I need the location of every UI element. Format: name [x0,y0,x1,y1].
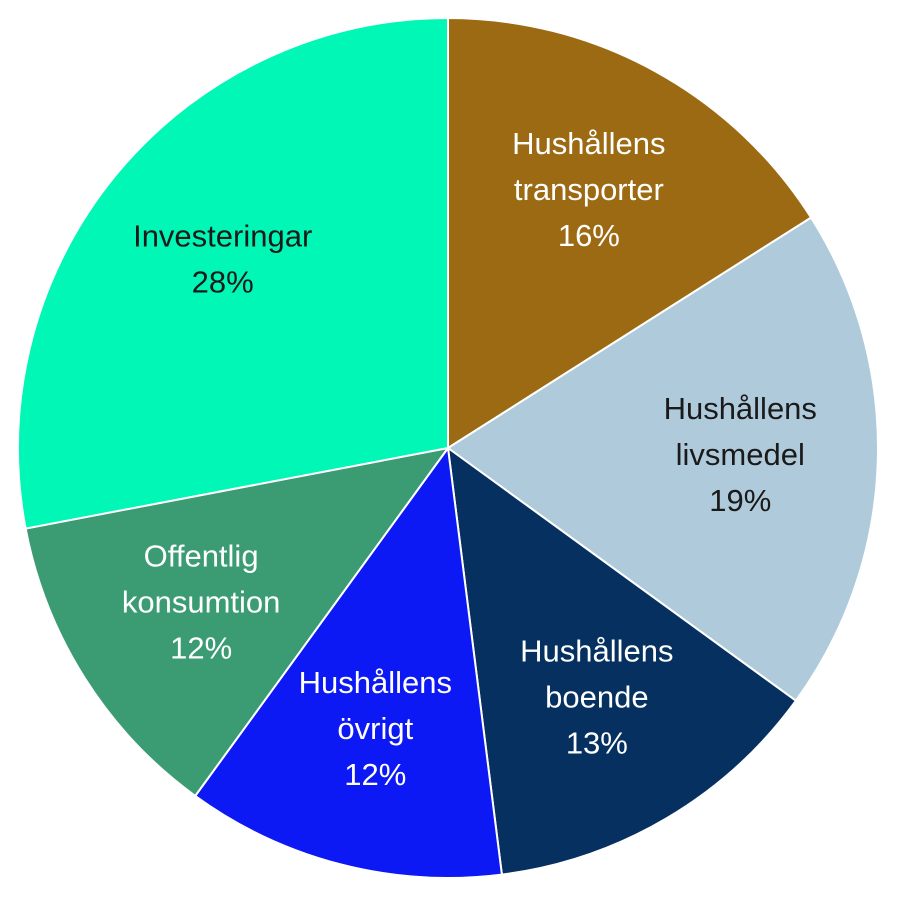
slice-category-label: livsmedel [676,437,805,472]
pie-slice-label-0: Hushållens transporter 16% [512,126,665,253]
pie-slice-2 [446,445,798,876]
slice-category-label: transporter [514,172,664,207]
slice-category-label: Hushållens [299,665,452,700]
slice-percent-label: 12% [170,631,232,666]
pie-slice-label-3: Hushållens övrigt 12% [299,665,452,792]
pie-slice-label-1: Hushållens livsmedel 19% [664,391,817,518]
pie-slices [17,16,879,879]
slice-category-label: Hushållens [664,391,817,426]
slice-percent-label: 19% [709,483,771,518]
slice-percent-label: 16% [558,218,620,253]
slice-category-label: Hushållens [520,634,673,669]
pie-slice-label-2: Hushållens boende 13% [520,634,673,761]
pie-slice-label-5: Investeringar 28% [133,219,312,300]
slice-category-label: Offentlig [144,539,259,574]
slice-percent-label: 13% [566,726,628,761]
pie-slice-4 [24,446,451,798]
slice-category-label: Investeringar [133,219,312,254]
slice-category-label: övrigt [337,711,413,746]
pie-slice-5 [17,16,449,530]
slice-category-label: boende [545,680,648,715]
pie-slice-3 [193,445,504,879]
slice-percent-label: 12% [344,757,406,792]
slice-category-label: konsumtion [122,585,281,620]
pie-slice-1 [446,216,879,703]
slice-category-label: Hushållens [512,126,665,161]
slice-percent-label: 28% [192,265,254,300]
pie-labels: Hushållens transporter 16% Hushållens livsme… [122,126,817,792]
pie-slice-label-4: Offentlig konsumtion 12% [122,539,281,666]
pie-slice-0 [447,16,813,450]
